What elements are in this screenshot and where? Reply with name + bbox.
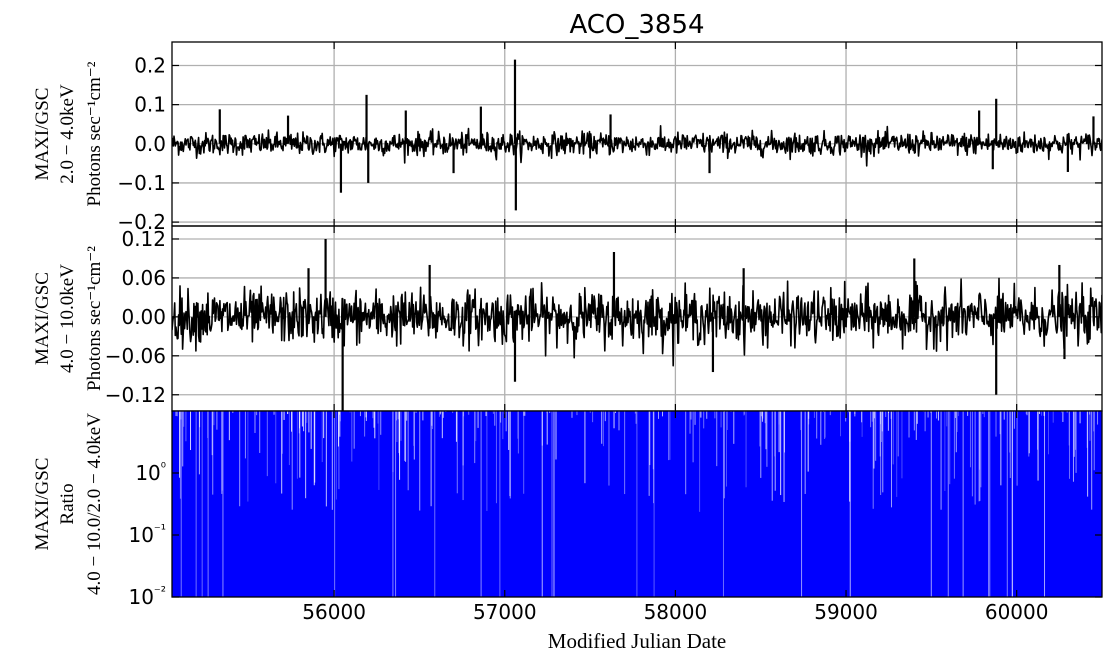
y-tick-label: 0.2: [134, 53, 166, 77]
panel-hard: −0.12 −0.06 0.00 0.06 0.12 MAXI/GSC 4.0 − 10.0…: [32, 225, 1103, 412]
x-tick-label: 56000: [302, 600, 366, 624]
x-tick-label: 60000: [985, 600, 1049, 624]
y-tick-label: −0.06: [105, 344, 166, 368]
panel-soft: −0.2 −0.1 0.0 0.1 0.2 MAXI/GSC 2.0 − 4.0keV Pho…: [32, 41, 1103, 234]
y-tick-label: 0.12: [121, 227, 166, 251]
y-tick-label: 10⁰: [135, 461, 166, 485]
series-line: [172, 277, 1102, 367]
chart-title: ACO_3854: [569, 10, 704, 40]
y-axis-label-line: Photons sec⁻¹cm⁻²: [84, 61, 105, 206]
y-axis-label-line: MAXI/GSC: [32, 272, 53, 365]
x-axis-label: Modified Julian Date: [548, 629, 726, 653]
y-ticks-hard: −0.12 −0.06 0.00 0.06 0.12: [105, 227, 1102, 407]
panel-frame: [171, 41, 1103, 227]
y-tick-label: −0.1: [117, 171, 166, 195]
y-tick-label: −0.2: [117, 210, 166, 234]
ratio-fill: [172, 411, 1102, 597]
y-axis-label-line: Ratio: [57, 483, 78, 524]
x-tick-label: 59000: [814, 600, 878, 624]
y-axis-label-line: 4.0 − 10.0/2.0 − 4.0keV: [84, 413, 105, 595]
x-ticks-hard: [333, 226, 1018, 411]
y-tick-label: 0.1: [134, 93, 166, 117]
y-ticks-ratio: 10⁻² 10⁻¹ 10⁰: [128, 461, 1102, 609]
y-axis-label-line: MAXI/GSC: [32, 458, 53, 551]
y-tick-label: 10⁻²: [128, 585, 166, 609]
y-tick-label: 0.0: [134, 132, 166, 156]
panel-frame: [171, 410, 1103, 598]
y-axis-label-line: 2.0 − 4.0keV: [57, 84, 78, 184]
x-tick-label: 58000: [644, 600, 708, 624]
x-ticks-ratio: [333, 411, 1018, 597]
y-axis-label-line: MAXI/GSC: [32, 88, 53, 181]
gridlines-soft: [172, 42, 1102, 226]
x-tick-labels: 56000 57000 58000 59000 60000: [302, 600, 1048, 624]
y-ticks-soft: −0.2 −0.1 0.0 0.1 0.2: [117, 53, 1102, 234]
series-line: [172, 125, 1102, 167]
x-tick-label: 57000: [473, 600, 537, 624]
series-soft: [172, 59, 1102, 211]
panel-ratio: 10⁻² 10⁻¹ 10⁰ MAXI/GSC Ratio 4.0 − 10.0/2.0 −…: [32, 410, 1103, 609]
y-tick-label: 10⁻¹: [128, 523, 166, 547]
y-tick-label: 0.06: [121, 266, 166, 290]
y-axis-label-line: Photons sec⁻¹cm⁻²: [84, 246, 105, 391]
y-tick-label: 0.00: [121, 305, 166, 329]
series-ratio: [172, 411, 1102, 597]
x-ticks-soft: [333, 42, 1018, 226]
y-axis-label-line: 4.0 − 10.0keV: [57, 264, 78, 373]
y-tick-label: −0.12: [105, 383, 166, 407]
series-hard: [172, 238, 1102, 411]
